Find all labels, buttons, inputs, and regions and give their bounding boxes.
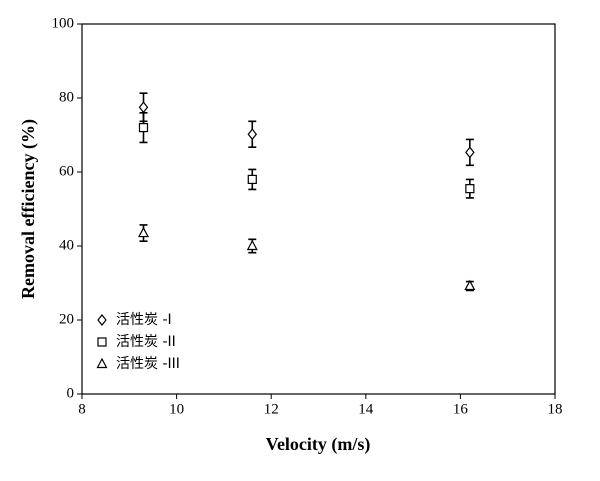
marker-triangle xyxy=(246,239,258,251)
marker-square xyxy=(465,184,475,194)
plot-frame xyxy=(81,23,556,395)
y-tick-label: 60 xyxy=(59,163,74,179)
marker-square xyxy=(138,122,149,133)
legend: 活性炭 -I 活性炭 -II 活性炭 -III xyxy=(96,312,180,372)
x-axis-title: Velocity (m/s) xyxy=(266,434,371,455)
marker-square xyxy=(97,337,107,347)
legend-label: 活性炭 -III xyxy=(116,356,180,372)
marker-diamond xyxy=(97,314,107,326)
y-tick-label: 40 xyxy=(59,237,74,253)
x-tick-label: 16 xyxy=(453,401,469,417)
y-tick-label: 20 xyxy=(59,311,74,327)
marker-square xyxy=(247,174,257,184)
x-tick-label: 14 xyxy=(358,401,374,417)
marker-diamond xyxy=(465,146,475,159)
legend-label: 活性炭 -II xyxy=(116,334,176,350)
x-tick-label: 8 xyxy=(78,401,86,417)
x-tick-label: 12 xyxy=(264,401,279,417)
y-axis-title: Removal efficiency (%) xyxy=(18,119,39,299)
legend-label: 活性炭 -I xyxy=(116,312,172,328)
x-tick-label: 18 xyxy=(548,401,563,417)
marker-triangle xyxy=(464,279,476,291)
marker-diamond xyxy=(247,128,258,141)
y-tick-label: 100 xyxy=(52,15,75,31)
y-tick-label: 80 xyxy=(59,89,74,105)
x-tick-label: 10 xyxy=(169,401,184,417)
marker-triangle xyxy=(137,226,149,238)
marker-triangle xyxy=(96,357,108,369)
marker-diamond xyxy=(138,101,149,114)
y-tick-label: 0 xyxy=(67,385,75,401)
